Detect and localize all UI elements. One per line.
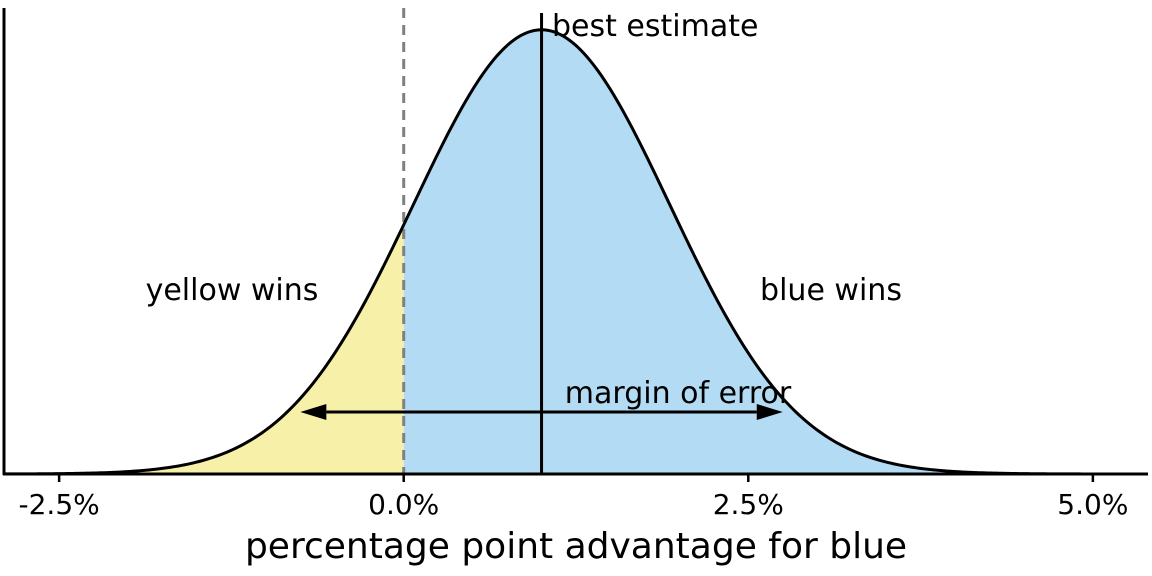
- axes: [2, 8, 1148, 476]
- x-tick-label: 5.0%: [1057, 488, 1128, 521]
- x-ticks: -2.5% 0.0% 2.5% 5.0%: [19, 474, 1128, 521]
- blue-wins-region: [403, 29, 1149, 475]
- yellow-wins-region: [4, 224, 404, 474]
- reference-lines: [402, 8, 544, 474]
- x-axis-title: percentage point advantage for blue: [245, 526, 907, 567]
- annotation-labels: best estimate yellow wins blue wins margin …: [146, 9, 907, 567]
- blue-wins-label: blue wins: [760, 273, 902, 308]
- x-tick-label: 0.0%: [368, 488, 439, 521]
- best-estimate-label: best estimate: [552, 9, 758, 44]
- margin-of-error-arrow-right: [756, 404, 783, 420]
- density-curve: [4, 28, 1148, 476]
- margin-of-error-label: margin of error: [565, 376, 792, 411]
- x-tick-label: -2.5%: [19, 488, 100, 521]
- yellow-wins-label: yellow wins: [146, 273, 319, 308]
- curve-layer: [4, 28, 1148, 476]
- x-tick-label: 2.5%: [713, 488, 784, 521]
- margin-of-error-arrow-left: [300, 404, 327, 420]
